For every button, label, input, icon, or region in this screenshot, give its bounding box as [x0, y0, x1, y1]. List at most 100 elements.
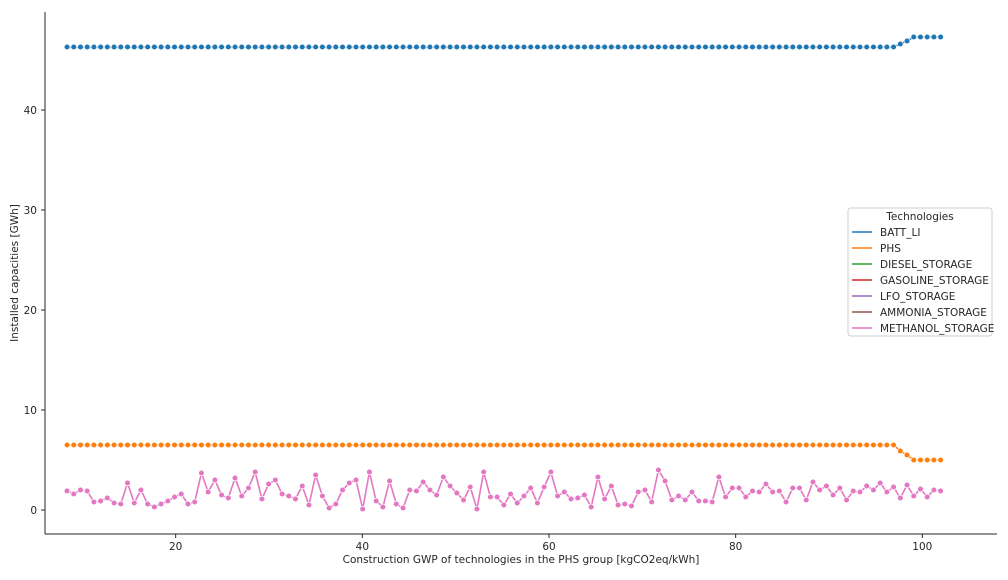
data-point — [191, 441, 198, 449]
data-point — [117, 441, 125, 449]
data-point — [171, 441, 178, 449]
data-point — [393, 441, 400, 449]
data-point — [836, 43, 844, 51]
data-point — [379, 441, 387, 449]
data-point — [198, 469, 205, 477]
data-point — [648, 441, 655, 449]
data-point — [755, 43, 763, 51]
data-point — [661, 43, 669, 51]
data-point — [755, 488, 763, 496]
data-point — [231, 43, 239, 51]
data-point — [876, 479, 884, 487]
data-point — [137, 43, 145, 51]
data-point — [473, 43, 481, 51]
data-point — [211, 476, 219, 484]
data-point — [386, 441, 393, 449]
data-point — [742, 441, 749, 449]
data-point — [110, 441, 118, 449]
data-point — [319, 43, 326, 51]
data-point — [332, 441, 340, 449]
data-point — [238, 492, 246, 500]
data-point — [930, 33, 938, 41]
data-point — [258, 43, 266, 51]
data-point — [292, 43, 299, 51]
data-point — [339, 486, 346, 494]
data-point — [171, 43, 178, 51]
data-point — [265, 480, 272, 488]
x-tick-label: 20 — [169, 541, 182, 553]
data-point — [829, 441, 837, 449]
data-point — [184, 500, 192, 508]
data-point — [883, 488, 891, 496]
data-point — [742, 43, 749, 51]
data-point — [191, 498, 198, 506]
data-point — [621, 441, 629, 449]
data-point — [634, 43, 642, 51]
data-point — [218, 441, 225, 449]
data-point — [796, 441, 803, 449]
data-point — [527, 484, 534, 492]
data-point — [433, 43, 440, 51]
data-point — [655, 43, 662, 51]
data-point — [715, 441, 723, 449]
data-point — [715, 43, 723, 51]
data-point — [184, 43, 192, 51]
data-point — [883, 441, 891, 449]
data-point — [514, 441, 521, 449]
data-point — [782, 441, 790, 449]
data-point — [312, 441, 319, 449]
data-point — [829, 491, 837, 499]
data-point — [77, 486, 84, 494]
data-point — [413, 441, 420, 449]
data-point — [386, 477, 393, 485]
data-point — [500, 441, 508, 449]
data-point — [514, 43, 521, 51]
data-point — [184, 441, 192, 449]
data-point — [446, 43, 454, 51]
data-point — [426, 486, 434, 494]
data-point — [473, 505, 481, 513]
data-point — [225, 494, 232, 502]
data-point — [419, 478, 427, 486]
x-tick-label: 80 — [729, 541, 742, 553]
data-point — [352, 476, 360, 484]
data-point — [634, 441, 642, 449]
data-point — [178, 43, 185, 51]
data-point — [776, 441, 783, 449]
data-point — [460, 441, 467, 449]
data-point — [534, 441, 541, 449]
data-point — [198, 43, 205, 51]
data-point — [561, 488, 568, 496]
data-point — [63, 441, 71, 449]
data-point — [225, 43, 232, 51]
data-point — [903, 481, 911, 489]
data-point — [540, 43, 548, 51]
data-point — [802, 43, 810, 51]
data-point — [796, 43, 803, 51]
data-point — [372, 441, 380, 449]
data-point — [641, 441, 649, 449]
data-point — [608, 441, 615, 449]
data-point — [917, 456, 924, 464]
data-point — [628, 43, 635, 51]
data-point — [634, 488, 642, 496]
data-point — [722, 441, 729, 449]
legend-entry-label: METHANOL_STORAGE — [880, 323, 994, 335]
data-point — [305, 441, 313, 449]
data-point — [446, 441, 454, 449]
data-point — [218, 43, 225, 51]
data-point — [346, 479, 353, 487]
data-point — [601, 495, 608, 503]
data-point — [433, 491, 440, 499]
data-point — [292, 441, 299, 449]
legend-box — [847, 207, 993, 337]
legend-entry-label: BATT_LI — [880, 227, 920, 239]
data-point — [191, 43, 198, 51]
data-point — [809, 441, 817, 449]
data-point — [372, 43, 380, 51]
data-point — [406, 486, 414, 494]
data-point — [83, 43, 91, 51]
data-point — [890, 441, 897, 449]
data-point — [708, 43, 716, 51]
